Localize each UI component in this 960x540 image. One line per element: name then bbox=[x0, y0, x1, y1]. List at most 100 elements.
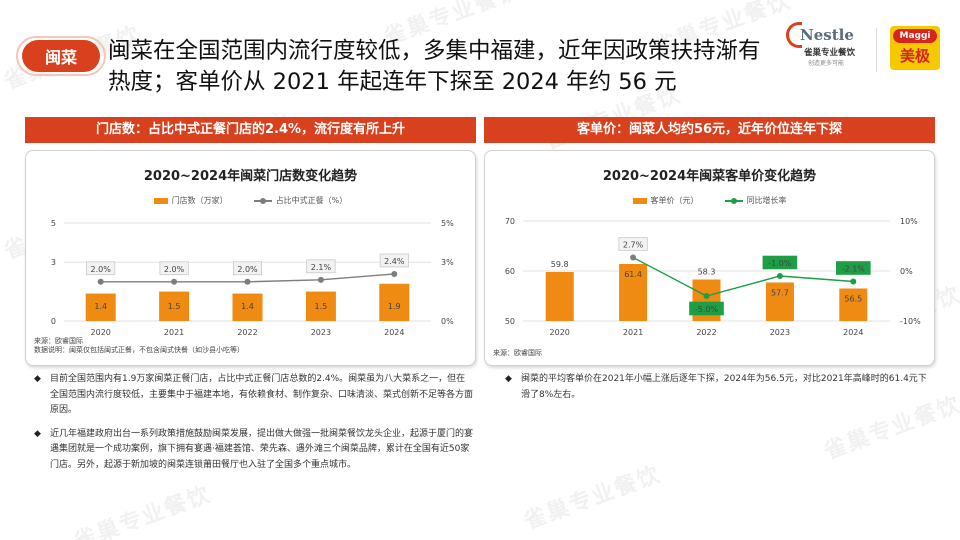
legend-item-bar: 门店数（万家） bbox=[153, 195, 228, 206]
x-tick-label: 2022 bbox=[696, 328, 716, 337]
legend-bar-swatch bbox=[153, 197, 168, 204]
bar bbox=[839, 288, 868, 321]
bar bbox=[765, 282, 794, 321]
legend-item-bar: 客单价（元） bbox=[632, 195, 699, 206]
line-label-box bbox=[159, 261, 189, 276]
line-value-label: 2.4% bbox=[384, 257, 405, 266]
bar-value-label: 58.3 bbox=[698, 268, 716, 277]
x-tick-label: 2021 bbox=[164, 328, 184, 337]
line-value-label: 2.7% bbox=[623, 241, 644, 250]
chart-legend: 门店数（万家） 占比中式正餐（%） bbox=[26, 195, 475, 206]
bar bbox=[85, 293, 116, 321]
line-label-box bbox=[306, 259, 336, 274]
nestle-sub-brand: 雀巢专业餐饮 bbox=[804, 48, 856, 58]
bullet-item: ◆ 近几年福建政府出台一系列政策措施鼓励闽菜发展，提出做大做强一批闽菜餐饮龙头企业… bbox=[34, 427, 474, 474]
store-count-chart-panel: 2020~2024年闽菜门店数变化趋势 门店数（万家） 占比中式正餐（%） 0 3… bbox=[25, 150, 476, 366]
y-tick-label: 0 bbox=[51, 317, 56, 326]
y-tick-label: 70 bbox=[505, 217, 515, 226]
watermark: 雀巢专业餐饮 bbox=[70, 481, 215, 540]
bullet-text: 闽菜的平均客单价在2021年小幅上涨后逐年下探，2024年为56.5元，对比20… bbox=[521, 374, 927, 400]
maggi-cn-wordmark: 美极 bbox=[899, 47, 930, 65]
ticket-price-chart-panel: 2020~2024年闽菜客单价变化趋势 客单价（元） 同比增长率 50 60 70 -… bbox=[484, 150, 935, 366]
line-value-label: -2.1% bbox=[842, 265, 866, 274]
line-label-box bbox=[762, 255, 798, 270]
bullet-item: ◆ 闽菜的平均客单价在2021年小幅上涨后逐年下探，2024年为56.5元，对比2… bbox=[505, 372, 935, 403]
line-label-box bbox=[689, 301, 724, 316]
bar bbox=[545, 272, 574, 321]
line-value-label: -1.0% bbox=[768, 259, 792, 268]
legend-label: 同比增长率 bbox=[746, 196, 787, 205]
bar bbox=[305, 291, 336, 321]
legend-item-line: 占比中式正餐（%） bbox=[253, 195, 347, 206]
legend-label: 门店数（万家） bbox=[171, 196, 228, 205]
bar-value-label: 57.7 bbox=[771, 289, 789, 298]
y-tick-label: 50 bbox=[505, 317, 515, 326]
line-point bbox=[97, 278, 104, 285]
bar bbox=[232, 293, 263, 321]
line-label-box bbox=[618, 237, 648, 251]
bar bbox=[619, 264, 648, 321]
line-series bbox=[632, 256, 854, 297]
nestle-wordmark: Nestle bbox=[800, 26, 854, 44]
x-tick-label: 2023 bbox=[770, 328, 790, 337]
store-count-banner: 门店数：占比中式正餐门店的2.4%，流行度有所上升 bbox=[25, 117, 476, 143]
bar-value-label: 1.4 bbox=[94, 302, 107, 311]
left-bullets: ◆ 目前全国范围内有1.9万家闽菜正餐门店，占比中式正餐门店总数的2.4%。闽菜虽… bbox=[34, 372, 474, 481]
x-tick-label: 2023 bbox=[311, 328, 331, 337]
section-tag: 闽菜 bbox=[22, 40, 100, 72]
line-value-label: -5.0% bbox=[695, 305, 719, 314]
x-tick-label: 2021 bbox=[623, 328, 643, 337]
y-tick-label: 60 bbox=[505, 267, 515, 276]
right-bullets: ◆ 闽菜的平均客单价在2021年小幅上涨后逐年下探，2024年为56.5元，对比2… bbox=[505, 372, 935, 411]
line-point bbox=[171, 278, 178, 285]
chart-title: 2020~2024年闽菜门店数变化趋势 bbox=[143, 169, 358, 184]
x-tick-label: 2020 bbox=[91, 328, 111, 337]
line-point bbox=[391, 270, 398, 277]
bullet-item: ◆ 目前全国范围内有1.9万家闽菜正餐门店，占比中式正餐门店总数的2.4%。闽菜虽… bbox=[34, 372, 474, 419]
bullet-text: 目前全国范围内有1.9万家闽菜正餐门店，占比中式正餐门店总数的2.4%。闽菜虽为… bbox=[50, 374, 474, 415]
ticket-price-chart: 50 60 70 -10% 0% 10% 59.8 2020 61.4 2021 58.3 2022 5… bbox=[505, 217, 921, 337]
y2-tick-label: -10% bbox=[900, 317, 921, 326]
bar bbox=[159, 291, 190, 321]
line-point bbox=[317, 276, 324, 283]
line-point bbox=[703, 293, 710, 299]
bar-value-label: 59.8 bbox=[551, 260, 569, 269]
ticket-price-banner: 客单价：闽菜人均约56元，近年价位连年下探 bbox=[484, 117, 935, 143]
x-tick-label: 2024 bbox=[384, 328, 404, 337]
store-count-chart: 0 3 5 0% 3% 5% 1.4 2020 1.5 2021 1.4 2022 1.5 2023 1.9… bbox=[51, 219, 454, 337]
nest-mark-icon bbox=[786, 22, 802, 48]
line-label-box bbox=[835, 261, 871, 275]
line-label-box bbox=[379, 253, 409, 268]
nestle-logo: Nestle 雀巢专业餐饮 创造更多可能 bbox=[786, 22, 864, 72]
legend-item-line: 同比增长率 bbox=[724, 195, 787, 206]
y-tick-label: 5 bbox=[51, 219, 56, 228]
slide-title: 闽菜在全国范围内流行度较低，多集中福建，近年因政策扶持渐有热度；客单价从 202… bbox=[108, 38, 761, 95]
y2-tick-label: 5% bbox=[441, 219, 454, 228]
line-point bbox=[850, 278, 857, 285]
bar-value-label: 1.4 bbox=[241, 302, 254, 311]
legend-label: 客单价（元） bbox=[650, 196, 699, 205]
diamond-bullet-icon: ◆ bbox=[505, 374, 512, 384]
data-note: 数据说明：闽菜仅包括闽式正餐，不包含闽式快餐（如沙县小吃等） bbox=[34, 346, 244, 354]
line-point bbox=[630, 254, 637, 261]
chart-source: 来源：欧睿国际 数据说明：闽菜仅包括闽式正餐，不包含闽式快餐（如沙县小吃等） bbox=[34, 337, 244, 355]
line-value-label: 2.1% bbox=[311, 263, 332, 272]
source-line: 来源：欧睿国际 bbox=[34, 337, 83, 345]
bar bbox=[379, 283, 410, 321]
legend-line-swatch bbox=[724, 197, 743, 204]
chart-source: 来源：欧睿国际 bbox=[493, 349, 542, 358]
x-tick-label: 2022 bbox=[237, 328, 257, 337]
x-tick-label: 2020 bbox=[550, 328, 570, 337]
maggi-logo: Maggi 美极 bbox=[890, 26, 940, 70]
line-value-label: 2.0% bbox=[164, 265, 185, 274]
y2-tick-label: 10% bbox=[900, 217, 918, 226]
bar-value-label: 1.5 bbox=[168, 302, 181, 311]
bar-value-label: 1.5 bbox=[315, 302, 328, 311]
bar-value-label: 1.9 bbox=[388, 302, 401, 311]
diamond-bullet-icon: ◆ bbox=[34, 428, 41, 439]
y-tick-label: 3 bbox=[51, 258, 56, 267]
chart-title: 2020~2024年闽菜客单价变化趋势 bbox=[602, 169, 817, 184]
maggi-wordmark: Maggi bbox=[893, 29, 937, 43]
y2-tick-label: 0% bbox=[441, 317, 454, 326]
tag-ring bbox=[16, 36, 106, 76]
